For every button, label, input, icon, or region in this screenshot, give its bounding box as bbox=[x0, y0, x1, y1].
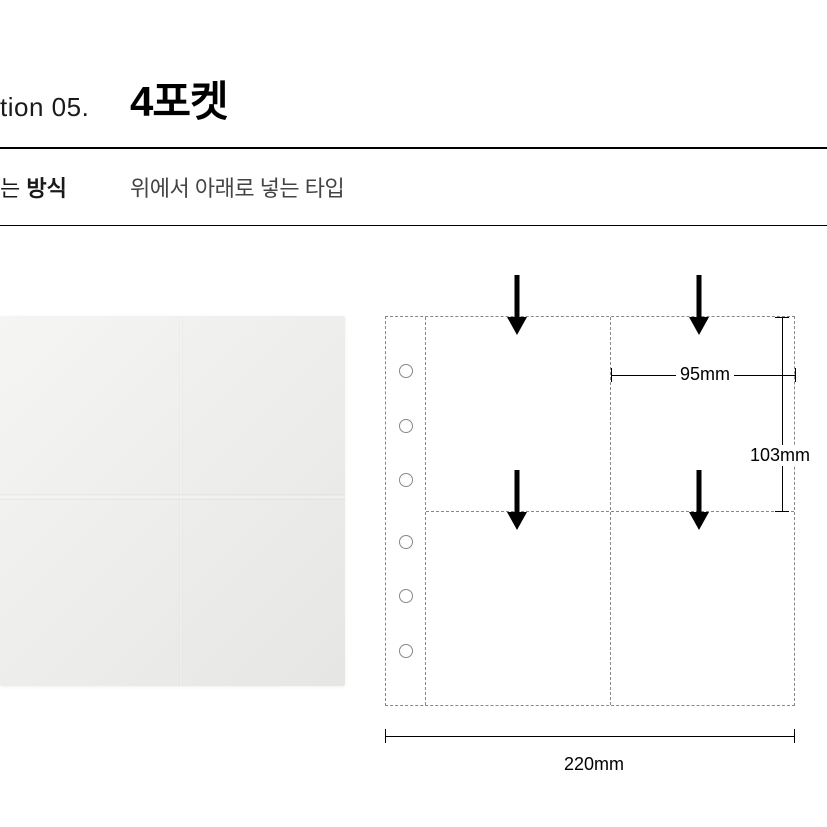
page-title: 4포켓 bbox=[130, 68, 228, 129]
sub-label-prefix: 는 bbox=[0, 176, 26, 201]
binder-hole bbox=[399, 589, 413, 603]
binder-hole bbox=[399, 535, 413, 549]
arrow-down-icon bbox=[504, 275, 530, 335]
arrow-down-icon bbox=[504, 470, 530, 530]
arrow-down-icon bbox=[686, 470, 712, 530]
dim-line-height bbox=[782, 317, 783, 512]
product-photo bbox=[0, 316, 345, 686]
figure-area: 95mm 103mm 220mm bbox=[0, 226, 827, 784]
binder-hole bbox=[399, 473, 413, 487]
option-label: tion 05. bbox=[0, 92, 130, 123]
diagram-wrap: 95mm 103mm 220mm bbox=[385, 316, 825, 784]
binder-hole bbox=[399, 419, 413, 433]
pocket-width-label: 95mm bbox=[676, 364, 734, 385]
binder-hole bbox=[399, 644, 413, 658]
binder-hole bbox=[399, 364, 413, 378]
arrow-down-icon bbox=[686, 275, 712, 335]
diagram: 95mm 103mm bbox=[385, 316, 795, 706]
total-width-dim: 220mm bbox=[385, 724, 795, 784]
sub-description: 위에서 아래로 넣는 타입 bbox=[130, 171, 344, 203]
binder-strip bbox=[386, 317, 426, 705]
sub-label: 는 방식 bbox=[0, 171, 130, 203]
pocket-height-label: 103mm bbox=[746, 445, 814, 466]
sub-label-bold: 방식 bbox=[26, 176, 66, 201]
total-width-label: 220mm bbox=[560, 754, 628, 775]
